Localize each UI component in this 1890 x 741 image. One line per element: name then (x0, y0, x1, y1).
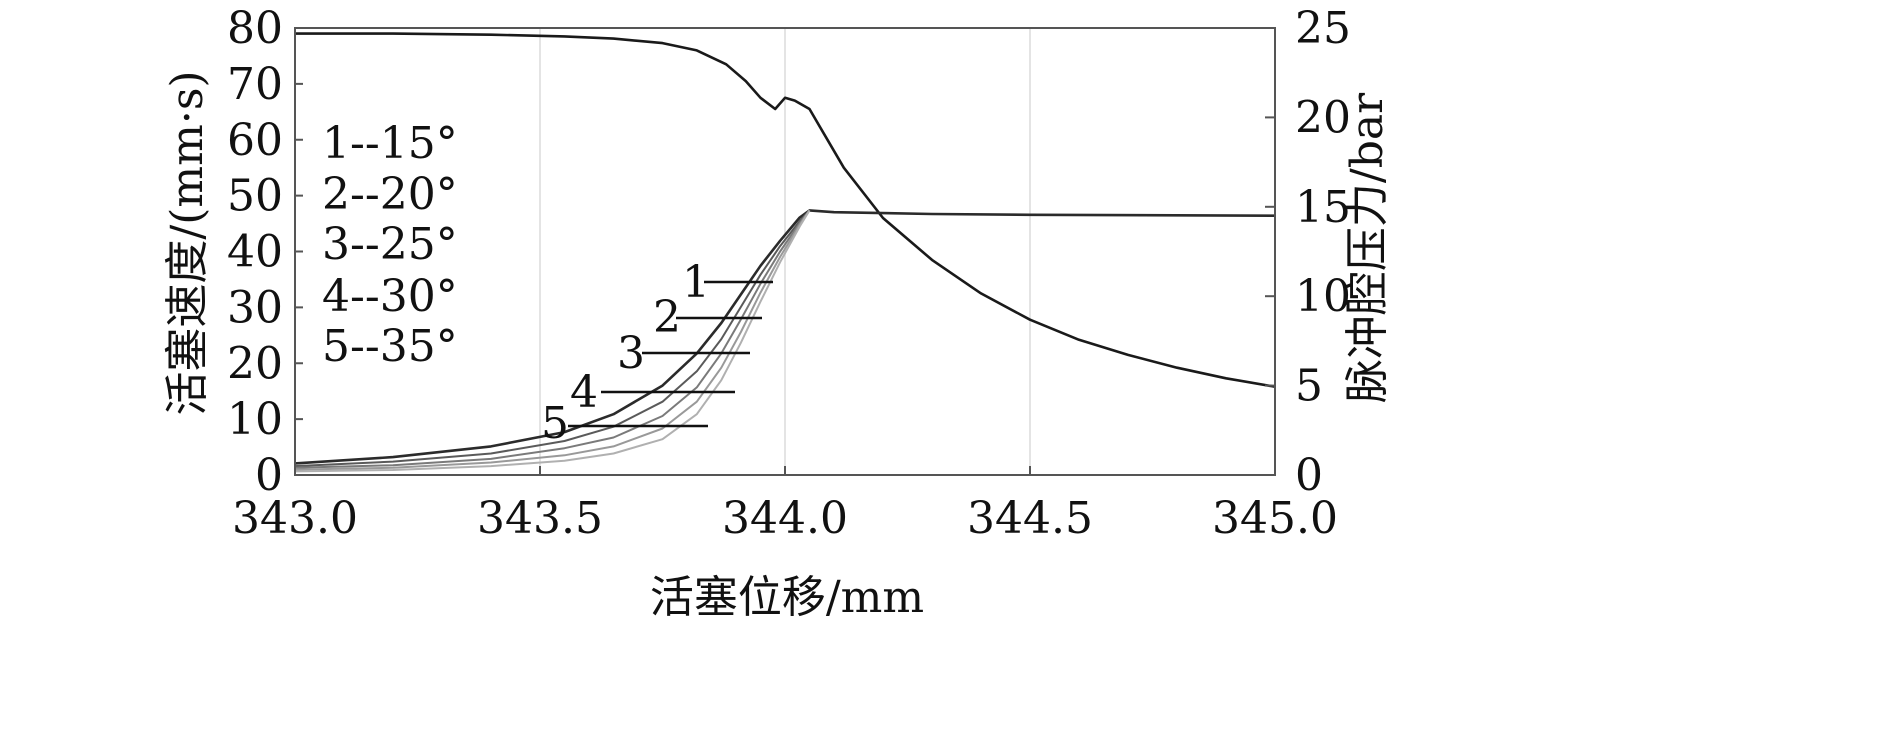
y-tick-label-right: 20 (1295, 92, 1351, 143)
legend-entry-4: 4--30° (322, 271, 458, 322)
y-axis-title-right: 脉冲腔压力/bar (1342, 92, 1393, 403)
x-tick-label: 344.0 (722, 493, 848, 544)
x-tick-label: 344.5 (967, 493, 1093, 544)
series-line-1 (295, 32, 1276, 388)
series-line-5 (294, 209, 811, 471)
y-tick-label-right: 25 (1295, 3, 1351, 54)
series-line-2 (294, 209, 1276, 465)
y-tick-label-right: 15 (1295, 182, 1351, 233)
y-tick-label-left: 30 (227, 282, 283, 333)
legend-entry-2: 2--20° (322, 169, 458, 220)
y-tick-label-left: 0 (255, 450, 283, 501)
y-tick-label-left: 70 (227, 59, 283, 110)
legend: 1--15° 2--20° 3--25° 4--30° 5--35° (322, 118, 458, 372)
x-tick-label: 343.5 (477, 493, 603, 544)
x-tick-label: 345.0 (1212, 493, 1338, 544)
legend-entry-3: 3--25° (322, 219, 458, 270)
y-tick-label-right: 5 (1295, 361, 1323, 412)
y-tick-label-left: 60 (227, 115, 283, 166)
ticks: 343.0 343.5 344.0 344.5 345.0010203040506070… (227, 3, 1351, 544)
y-tick-label-left: 40 (227, 227, 283, 278)
legend-entry-1: 1--15° (322, 118, 458, 169)
y-axis-title-left: 活塞速度/(mm·s) (162, 70, 213, 415)
callout-label-5: 5 (541, 398, 569, 449)
series-line-4 (294, 209, 811, 469)
x-tick-label: 343.0 (232, 493, 358, 544)
callout-label-4: 4 (570, 367, 598, 418)
y-tick-label-right: 10 (1295, 271, 1351, 322)
y-tick-label-left: 80 (227, 3, 283, 54)
y-tick-label-left: 10 (227, 394, 283, 445)
series-layer (294, 32, 1276, 473)
series-line-3 (294, 209, 811, 468)
y-tick-label-left: 50 (227, 171, 283, 222)
callout-label-2: 2 (653, 292, 681, 343)
callout-label-1: 1 (682, 257, 710, 308)
y-tick-label-right: 0 (1295, 450, 1323, 501)
callout-label-3: 3 (617, 328, 645, 379)
y-tick-label-left: 20 (227, 338, 283, 389)
legend-entry-5: 5--35° (322, 321, 458, 372)
x-axis-title: 活塞位移/mm (650, 572, 924, 623)
series-line-6 (294, 209, 811, 473)
